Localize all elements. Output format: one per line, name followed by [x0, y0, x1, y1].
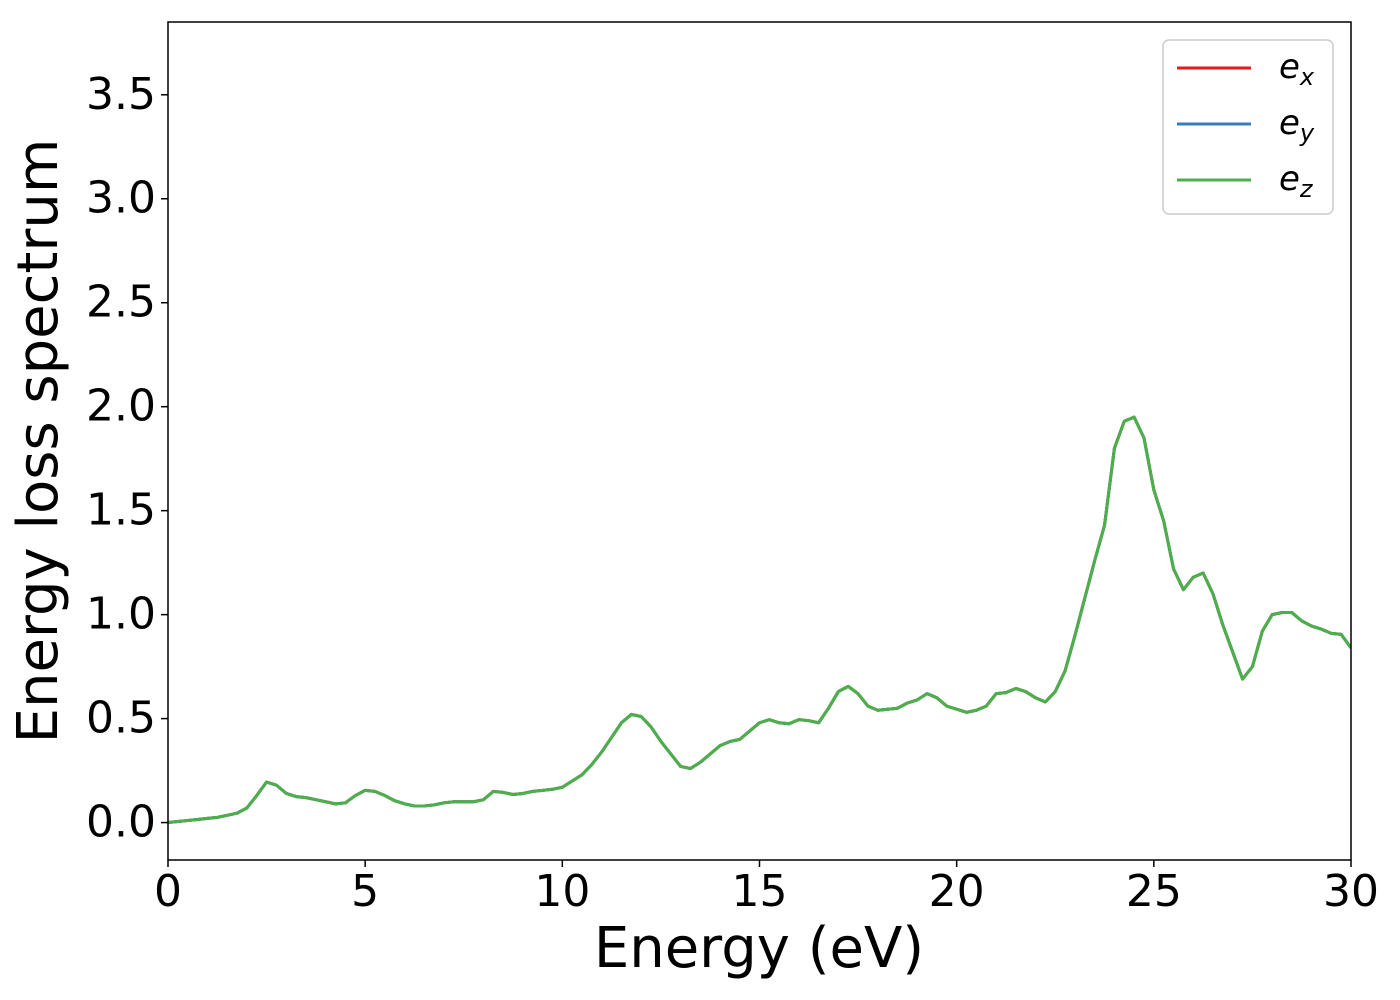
- y-tick-label: 2.5: [86, 277, 156, 328]
- y-tick-label: 0.5: [86, 693, 156, 744]
- series-line: [168, 415, 1351, 825]
- legend-label: ez: [1279, 159, 1314, 204]
- y-tick-label: 1.0: [86, 589, 156, 640]
- x-tick-label: 5: [351, 866, 379, 917]
- x-axis-label: Energy (eV): [594, 916, 924, 981]
- y-tick-label: 3.0: [86, 173, 156, 224]
- legend-box: [1162, 39, 1334, 215]
- x-tick-label: 25: [1126, 866, 1182, 917]
- y-tick-label: 3.5: [86, 69, 156, 120]
- plot-frame: [167, 21, 1352, 861]
- x-tick-label: 0: [154, 866, 182, 917]
- x-tick-label: 30: [1323, 866, 1379, 917]
- x-tick-label: 10: [534, 866, 590, 917]
- x-tick-label: 20: [929, 866, 985, 917]
- legend-label: ey: [1279, 103, 1315, 148]
- series-line: [168, 415, 1351, 825]
- y-tick-label: 0.0: [86, 797, 156, 848]
- x-tick-label: 15: [732, 866, 788, 917]
- series-line: [168, 415, 1351, 825]
- y-tick-label: 2.0: [86, 381, 156, 432]
- y-axis-label: Energy loss spectrum: [6, 139, 71, 744]
- y-tick-label: 1.5: [86, 485, 156, 536]
- legend-label: ex: [1279, 47, 1315, 92]
